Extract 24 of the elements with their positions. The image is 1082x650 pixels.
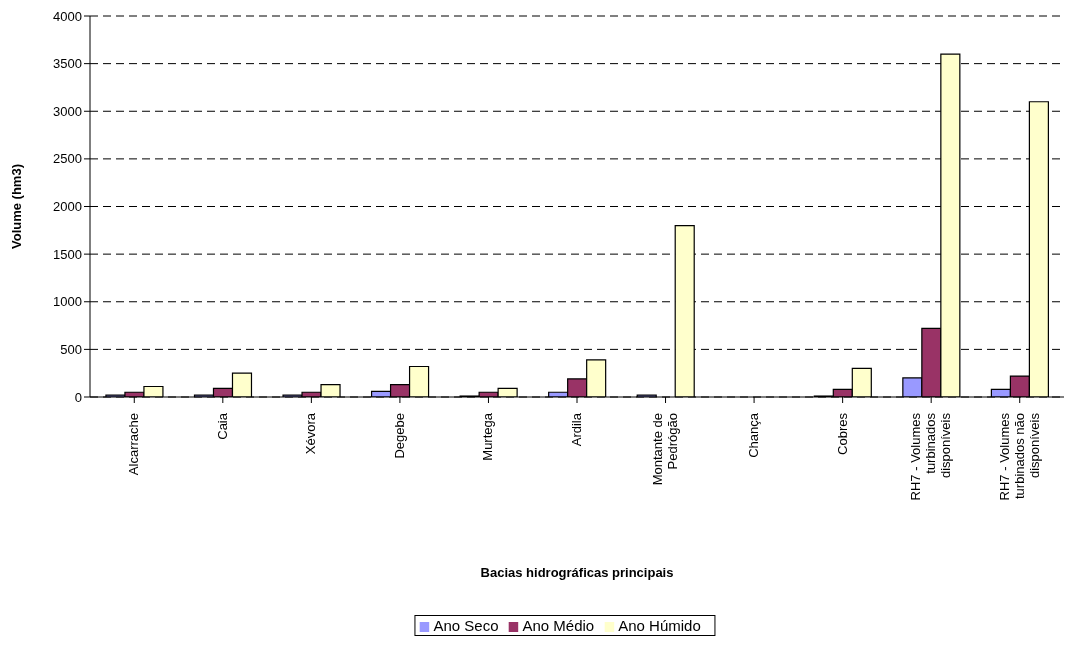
x-tick-label: Caia bbox=[214, 412, 230, 440]
x-tick-label: Chança bbox=[746, 412, 762, 458]
x-tick-label: Murtega bbox=[480, 412, 496, 461]
x-tick-label: Degebe bbox=[391, 413, 407, 459]
y-tick-label: 2500 bbox=[53, 151, 82, 167]
y-tick-label: 500 bbox=[60, 341, 82, 357]
y-tick-label: 3500 bbox=[53, 56, 82, 72]
y-tick-label: 1000 bbox=[53, 294, 82, 310]
y-tick-label: 2000 bbox=[53, 199, 82, 215]
y-tick-label: 0 bbox=[74, 389, 82, 405]
x-tick-label: Cobres bbox=[834, 412, 850, 455]
x-tick-label: Xévora bbox=[303, 412, 319, 455]
y-tick-label: 1500 bbox=[53, 246, 82, 262]
y-tick-label: 3000 bbox=[53, 103, 82, 119]
legend-label: Ano Seco bbox=[433, 617, 499, 634]
x-tick-label: RH7 - Volumes turbinados disponíveis bbox=[908, 412, 954, 501]
legend-label: Ano Médio bbox=[522, 617, 595, 634]
x-tick-label: Ardila bbox=[569, 412, 584, 447]
x-tick-label: Montante de Pedrógão bbox=[650, 413, 681, 486]
x-tick-label: Alcarrache bbox=[126, 413, 142, 476]
y-tick-label: 4000 bbox=[53, 8, 82, 24]
y-axis-title: Volume (hm3) bbox=[8, 164, 24, 249]
legend-label: Ano Húmido bbox=[618, 617, 701, 634]
x-axis-title: Bacias hidrográficas principais bbox=[480, 565, 674, 580]
